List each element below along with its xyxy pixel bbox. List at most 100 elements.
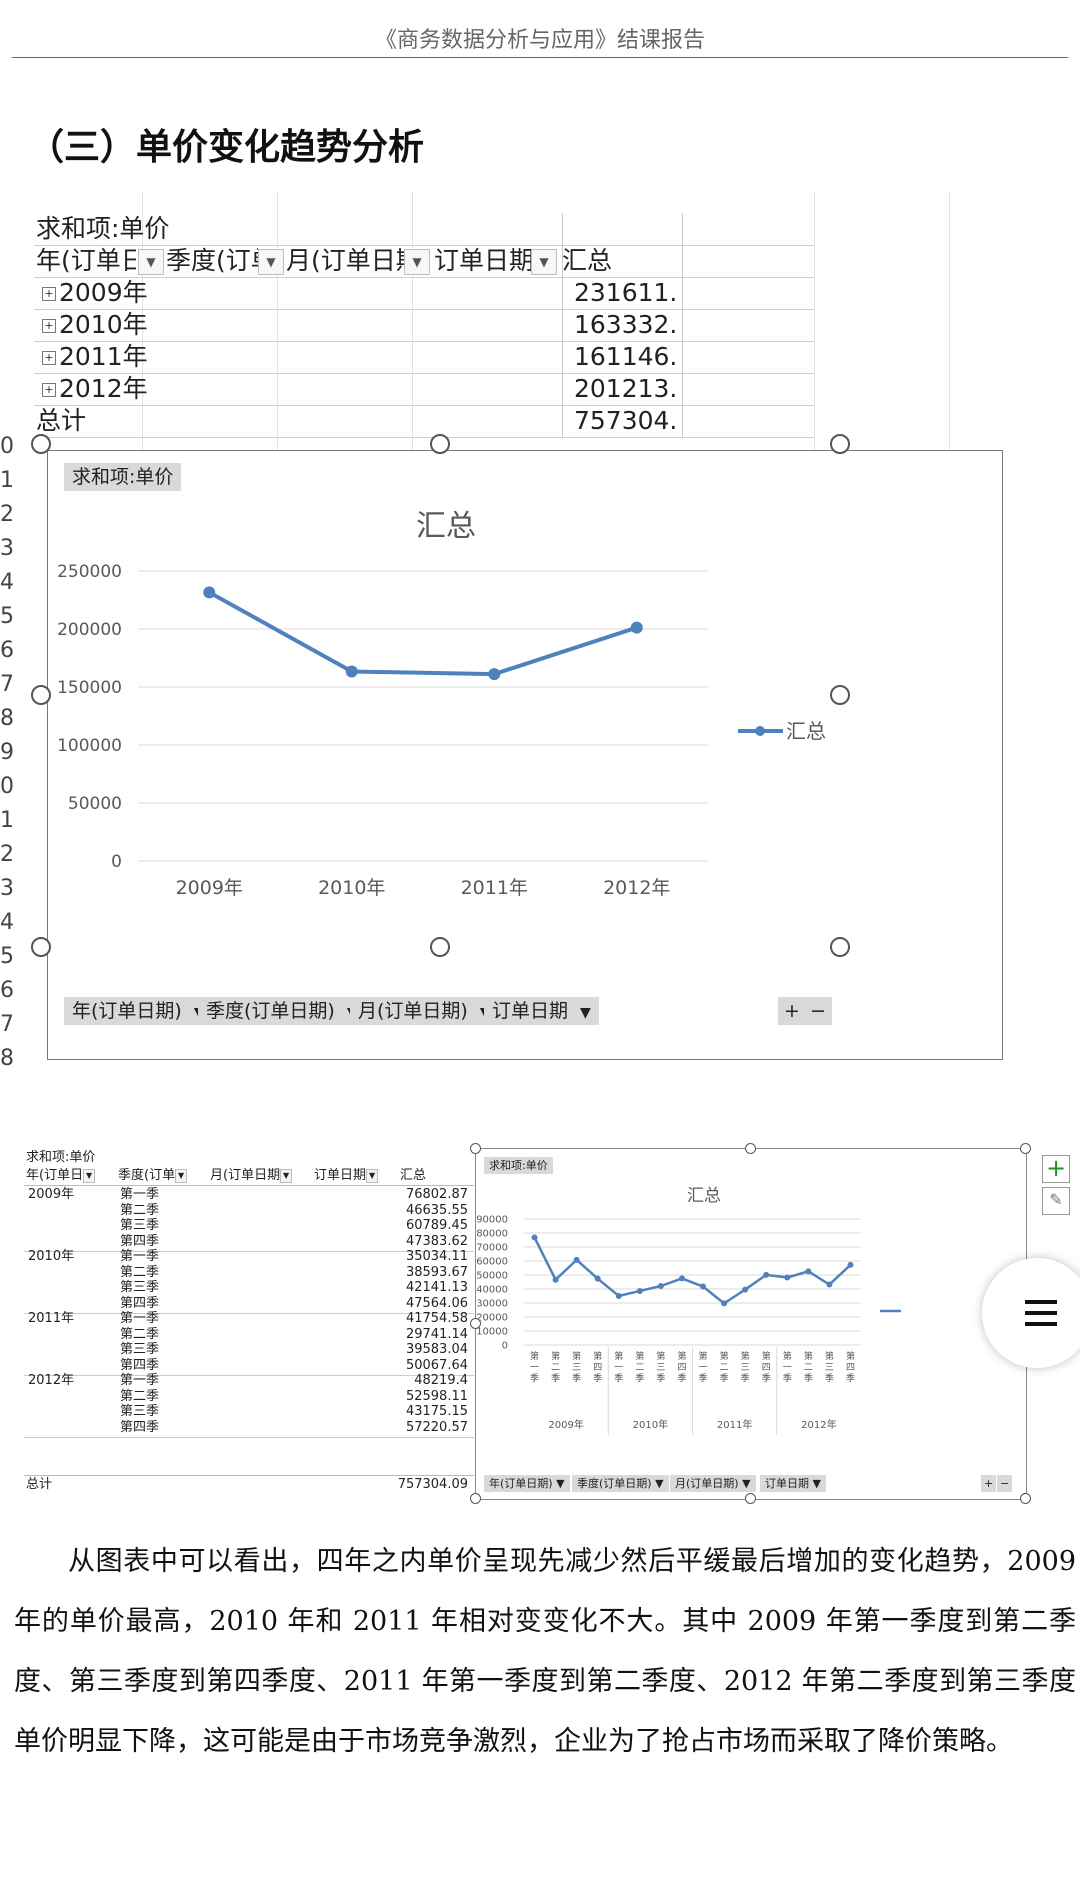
x-tick-label: 一 [699,1363,708,1373]
value-field-button[interactable]: 求和项:单价 [64,463,182,491]
pivot-chart-quarterly[interactable]: 求和项:单价 汇总 0 10000 20000 30000 40000 50000 60000… [475,1148,1027,1500]
pivot-row: 第二季 38593.67 [24,1264,474,1282]
expand-icon[interactable]: + [42,287,56,301]
filter-dropdown-icon[interactable]: ▼ [280,1168,293,1183]
resize-handle[interactable] [745,1493,756,1504]
x-tick-label: 季 [614,1372,623,1384]
quarter-label[interactable]: 第二季 [120,1326,160,1342]
chart-field-month-button[interactable]: 月(订单日期)▼ [350,997,499,1025]
resize-handle[interactable] [830,434,850,454]
chart-elements-plus-icon[interactable]: + [1042,1155,1070,1183]
quarter-label[interactable]: 第一季 [120,1187,160,1202]
x-tick-label: 第 [783,1350,792,1362]
chart-title: 汇总 [687,1186,721,1206]
resize-handle[interactable] [470,1493,481,1504]
x-tick-label: 第 [699,1350,708,1362]
year-label[interactable]: 2009年 [28,1187,75,1202]
x-tick-label: 2012年 [603,877,670,899]
resize-handle[interactable] [1020,1143,1031,1154]
quarter-label[interactable]: 第一季 [120,1311,160,1326]
x-tick-label: 季 [825,1372,834,1384]
resize-handle[interactable] [745,1143,756,1154]
resize-handle[interactable] [31,685,51,705]
x-tick-label: 二 [804,1363,813,1373]
expand-field-button[interactable]: + [981,1475,997,1492]
quarter-label[interactable]: 第三季 [120,1218,160,1233]
chart-field-date-button[interactable]: 订单日期 ▼ [760,1475,826,1492]
resize-handle[interactable] [31,434,51,454]
quarter-label[interactable]: 第三季 [120,1404,160,1419]
quarter-label[interactable]: 第二季 [120,1388,160,1404]
value-field-button[interactable]: 求和项:单价 [484,1157,553,1174]
year-label[interactable]: 2012年 [28,1373,75,1388]
quarter-label[interactable]: 第四季 [120,1357,160,1373]
row-number: 4 [0,910,14,935]
row-value: 43175.15 [405,1404,468,1419]
header-rule [12,57,1068,58]
year-label[interactable]: 2010年 [28,1249,75,1264]
pivot-chart-annual[interactable]: 求和项:单价 汇总 0 50000 100000 150000 200000 250000 2… [47,450,1003,1060]
y-tick-label: 30000 [476,1299,508,1310]
pivot-row: 第三季 39583.04 [24,1341,474,1359]
x-tick-label: 二 [720,1363,729,1373]
series-line [533,1236,852,1305]
resize-handle[interactable] [31,937,51,957]
filter-dropdown-icon[interactable]: ▼ [138,249,164,275]
quarter-label[interactable]: 第四季 [120,1295,160,1311]
quarter-label[interactable]: 第二季 [120,1202,160,1218]
x-tick-label: 季 [593,1372,602,1384]
pivot-value-row: 求和项:单价 [24,1149,474,1167]
row-number: 6 [0,978,14,1003]
row-number: 5 [0,944,14,969]
row-value: 52598.11 [405,1388,468,1404]
chart-field-quarter-button[interactable]: 季度(订单日期) ▼ [572,1475,669,1492]
pivot-row: 第二季 46635.55 [24,1202,474,1220]
chart-field-year-button[interactable]: 年(订单日期) ▼ [484,1475,570,1492]
resize-handle[interactable] [1020,1493,1031,1504]
x-tick-label: 一 [783,1363,792,1373]
row-number: 5 [0,604,14,629]
resize-handle[interactable] [470,1318,481,1329]
expand-icon[interactable]: + [42,383,56,397]
quarter-label[interactable]: 第三季 [120,1342,160,1357]
chart-field-date-button[interactable]: 订单日期 ▼ [484,997,599,1025]
chart-field-quarter-button[interactable]: 季度(订单日期)▼ [198,997,366,1025]
filter-dropdown-icon[interactable]: ▼ [83,1168,96,1183]
menu-icon [1025,1311,1057,1315]
filter-dropdown-icon[interactable]: ▼ [258,249,284,275]
row-value: 46635.55 [405,1202,468,1218]
y-tick-label: 200000 [57,620,122,640]
resize-handle[interactable] [430,937,450,957]
filter-dropdown-icon[interactable]: ▼ [531,249,557,275]
expand-field-button[interactable]: + [778,997,806,1025]
collapse-field-button[interactable]: − [997,1475,1013,1492]
resize-handle[interactable] [470,1143,481,1154]
filter-dropdown-icon[interactable]: ▼ [175,1168,188,1183]
expand-icon[interactable]: + [42,351,56,365]
expand-icon[interactable]: + [42,319,56,333]
quarter-label[interactable]: 第四季 [120,1419,160,1435]
chart-style-brush-icon[interactable]: ✎ [1042,1187,1070,1215]
data-point [700,1283,707,1290]
x-tick-label: 第 [530,1350,539,1362]
x-tick-label: 第 [804,1350,813,1362]
quarter-label[interactable]: 第一季 [120,1373,160,1388]
y-tick-label: 100000 [57,736,122,756]
filter-dropdown-icon[interactable]: ▼ [366,1168,379,1183]
resize-handle[interactable] [830,937,850,957]
year-label: 2011年 [59,342,148,371]
year-label[interactable]: 2011年 [28,1311,75,1326]
floating-menu-button[interactable] [982,1258,1080,1368]
x-tick-label: 季 [656,1372,665,1384]
collapse-field-button[interactable]: − [804,997,832,1025]
resize-handle[interactable] [830,685,850,705]
quarter-label[interactable]: 第一季 [120,1249,160,1264]
quarter-label[interactable]: 第二季 [120,1264,160,1280]
quarter-label[interactable]: 第三季 [120,1280,160,1295]
filter-dropdown-icon[interactable]: ▼ [404,249,430,275]
chart-field-month-button[interactable]: 月(订单日期) ▼ [670,1475,756,1492]
chart-field-year-button[interactable]: 年(订单日期)▼ [64,997,213,1025]
resize-handle[interactable] [430,434,450,454]
data-point [488,668,501,681]
quarter-label[interactable]: 第四季 [120,1233,160,1249]
